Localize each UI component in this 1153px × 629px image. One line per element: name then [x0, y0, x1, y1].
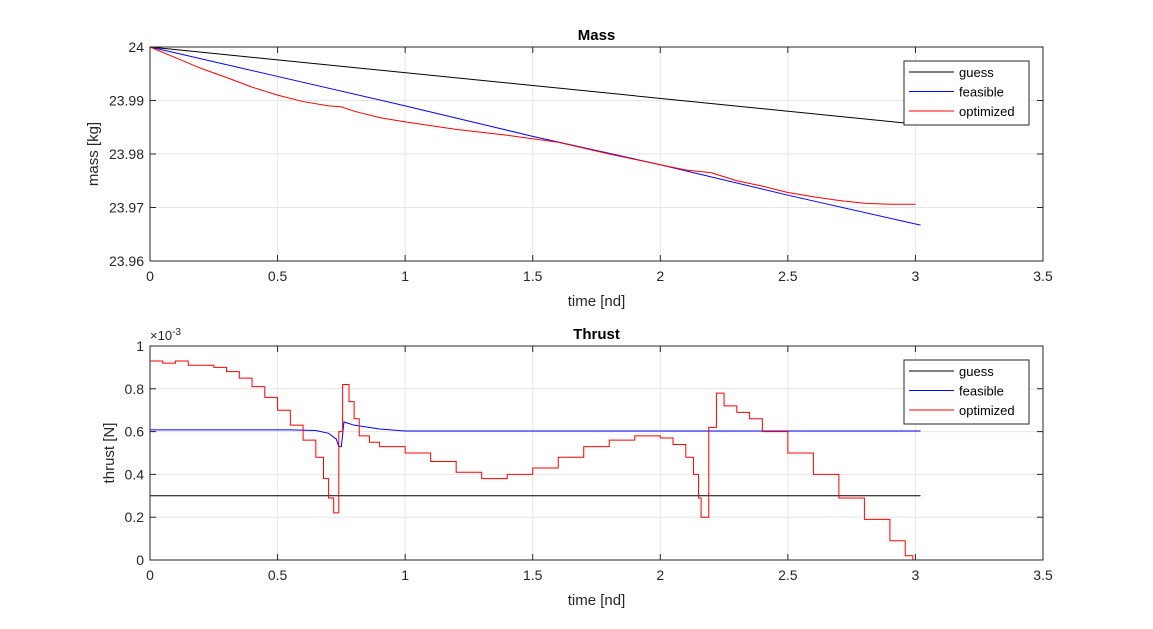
- legend: guess feasible optimized: [903, 359, 1030, 425]
- plot-title: Thrust: [573, 326, 620, 343]
- x-tick-label: 3: [912, 567, 920, 583]
- y-tick-label: 0: [136, 552, 144, 568]
- x-tick-label: 0.5: [268, 567, 288, 583]
- x-axis-label: time [nd]: [568, 293, 626, 310]
- series-line-optimized: [149, 46, 916, 205]
- x-tick-label: 2.5: [778, 268, 798, 284]
- legend: guess feasible optimized: [903, 60, 1030, 126]
- y-tick-label: 23.99: [109, 93, 144, 109]
- plot-area: [150, 346, 1043, 560]
- x-tick-label: 3: [912, 268, 920, 284]
- x-tick-label: 1.5: [523, 268, 543, 284]
- x-tick-label: 0: [146, 567, 154, 583]
- x-tick-label: 2: [656, 268, 664, 284]
- y-tick-label: 24: [128, 39, 144, 55]
- x-tick-label: 2.5: [778, 567, 798, 583]
- x-tick-label: 1: [401, 567, 409, 583]
- legend-label-guess: guess: [959, 364, 994, 379]
- plot-title: Mass: [578, 27, 616, 44]
- series-line-optimized: [150, 360, 914, 560]
- y-axis-label: thrust [N]: [101, 423, 118, 484]
- legend-label-guess: guess: [959, 65, 994, 80]
- series-line-feasible: [150, 421, 921, 448]
- y-tick-label: 23.97: [109, 200, 144, 216]
- legend-label-feasible: feasible: [959, 85, 1004, 100]
- legend-label-optimized: optimized: [959, 403, 1015, 418]
- y-multiplier-label: ×10-3: [150, 327, 181, 343]
- axes-box: [149, 345, 1044, 561]
- x-tick-label: 0.5: [268, 268, 288, 284]
- y-tick-label: 23.98: [109, 146, 144, 162]
- y-tick-label: 23.96: [109, 253, 144, 269]
- y-tick-label: 0.2: [125, 509, 145, 525]
- x-axis-label: time [nd]: [568, 592, 626, 609]
- legend-label-optimized: optimized: [959, 104, 1015, 119]
- x-tick-label: 3.5: [1033, 567, 1053, 583]
- x-tick-label: 0: [146, 268, 154, 284]
- thrust-plot: 0 0.5 1 1.5 2 2.5 3 3.5 0 0.2 0.4 0.6 0.8 1 Thrust time…: [101, 326, 1053, 609]
- x-tick-label: 1: [401, 268, 409, 284]
- x-tick-label: 1.5: [523, 567, 543, 583]
- x-tick-label: 3.5: [1033, 268, 1053, 284]
- x-tick-label: 2: [656, 567, 664, 583]
- legend-label-feasible: feasible: [959, 384, 1004, 399]
- series-line-guess: [149, 46, 921, 126]
- series-line-feasible: [149, 46, 921, 226]
- y-tick-label: 0.6: [125, 424, 145, 440]
- y-tick-label: 1: [136, 338, 144, 354]
- y-tick-label: 0.8: [125, 381, 145, 397]
- y-tick-label: 0.4: [125, 466, 145, 482]
- y-axis-label: mass [kg]: [85, 122, 102, 186]
- mass-plot: 0 0.5 1 1.5 2 2.5 3 3.5 23.96 23.97 23.98 23.99 24 Ma…: [85, 27, 1053, 310]
